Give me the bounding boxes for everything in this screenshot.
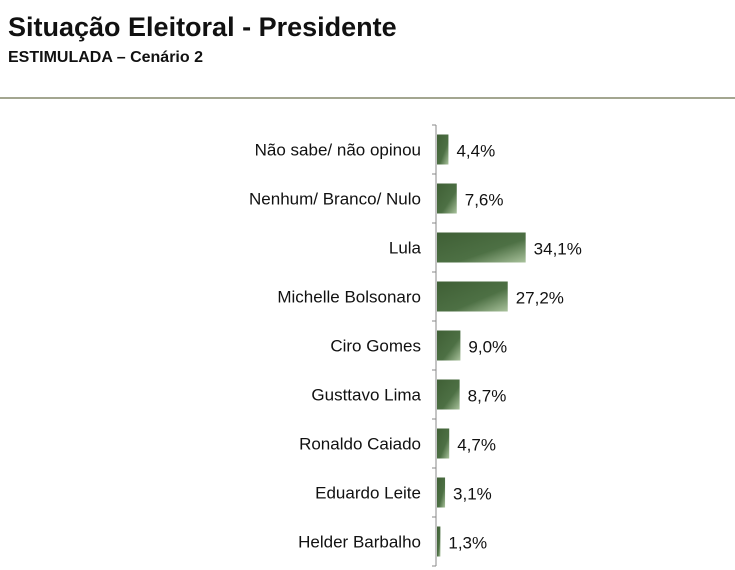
category-label: Eduardo Leite bbox=[315, 484, 421, 503]
page-title: Situação Eleitoral - Presidente bbox=[8, 12, 397, 42]
page-subtitle: ESTIMULADA – Cenário 2 bbox=[8, 49, 203, 66]
bar bbox=[437, 428, 450, 459]
bar bbox=[437, 477, 446, 508]
category-label: Ciro Gomes bbox=[330, 337, 421, 356]
data-label: 3,1% bbox=[453, 485, 492, 504]
data-label: 4,7% bbox=[457, 436, 496, 455]
bar bbox=[437, 281, 508, 312]
category-label: Lula bbox=[389, 239, 422, 258]
data-label: 8,7% bbox=[468, 387, 507, 406]
category-label: Gusttavo Lima bbox=[311, 386, 421, 405]
bar bbox=[437, 134, 449, 165]
category-label: Michelle Bolsonaro bbox=[277, 288, 421, 307]
data-label: 4,4% bbox=[456, 142, 495, 161]
data-label: 1,3% bbox=[448, 534, 487, 553]
bar bbox=[437, 330, 461, 361]
data-label: 7,6% bbox=[465, 191, 504, 210]
header-divider bbox=[0, 97, 735, 99]
bar bbox=[437, 526, 441, 557]
bar bbox=[437, 379, 460, 410]
category-label: Helder Barbalho bbox=[298, 533, 421, 552]
data-label: 27,2% bbox=[516, 289, 564, 308]
bar bbox=[437, 183, 457, 214]
bar bbox=[437, 232, 526, 263]
category-label: Nenhum/ Branco/ Nulo bbox=[249, 190, 421, 209]
category-label: Ronaldo Caiado bbox=[299, 435, 421, 454]
data-label: 34,1% bbox=[534, 240, 582, 259]
category-label: Não sabe/ não opinou bbox=[255, 141, 421, 160]
data-label: 9,0% bbox=[468, 338, 507, 357]
